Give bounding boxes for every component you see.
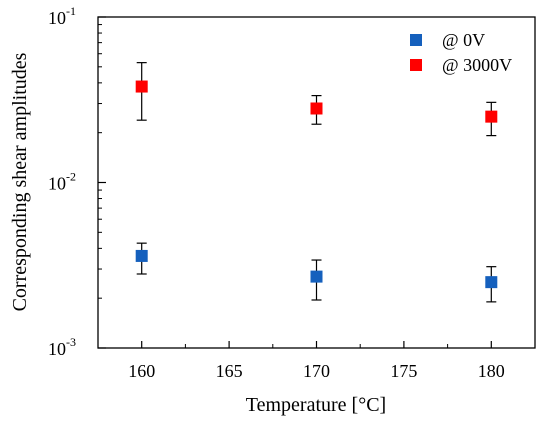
data-point — [485, 110, 498, 123]
x-tick-label: 170 — [303, 361, 330, 381]
series-layer — [135, 62, 498, 303]
x-tick-label: 180 — [478, 361, 505, 381]
x-axis-title: Temperature [°C] — [246, 394, 386, 416]
data-point — [135, 249, 148, 262]
x-tick-label: 165 — [216, 361, 243, 381]
data-point — [135, 80, 148, 93]
legend-marker — [410, 59, 422, 71]
data-point — [485, 276, 498, 289]
data-point — [310, 270, 323, 283]
y-axis-title: Corresponding shear amplitudes — [9, 52, 31, 311]
legend-label: @ 0V — [442, 30, 485, 50]
y-tick-label: 10-1 — [48, 4, 76, 28]
series-group — [135, 242, 498, 303]
x-tick-label: 175 — [390, 361, 417, 381]
legend-marker — [410, 34, 422, 46]
y-tick-label: 10-3 — [48, 335, 76, 359]
data-point — [310, 102, 323, 115]
series-group — [135, 62, 498, 137]
x-tick-label: 160 — [128, 361, 155, 381]
y-axis-ticks: 10-1 10-2 10-3 — [48, 4, 106, 359]
y-tick-label: 10-2 — [48, 170, 76, 194]
x-axis-ticks: 160 165 170 175 180 — [97, 341, 536, 381]
legend-label: @ 3000V — [442, 55, 512, 75]
legend: @ 0V @ 3000V — [410, 30, 512, 75]
